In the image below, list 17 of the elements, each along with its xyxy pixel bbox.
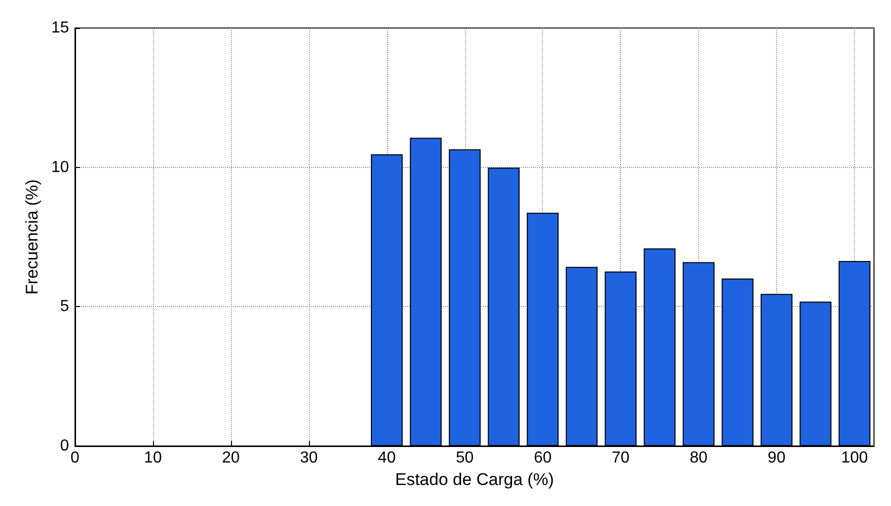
x-tick-label: 80	[690, 450, 708, 466]
x-tick-label: 40	[378, 450, 396, 466]
y-tick-label: 0	[60, 438, 70, 454]
x-tick-label: 70	[612, 450, 630, 466]
x-tick-label: 10	[144, 450, 162, 466]
y-tick-label: 5	[60, 298, 70, 316]
x-tick-label: 60	[534, 450, 552, 466]
x-tick-label: 0	[70, 450, 80, 466]
x-tick-label: 100	[841, 450, 868, 466]
y-tick-label: 10	[51, 158, 70, 176]
y-axis-title: Frecuencia (%)	[22, 179, 42, 295]
y-tick-label: 15	[51, 20, 70, 36]
x-axis-title: Estado de Carga (%)	[395, 470, 554, 489]
x-tick-label: 30	[300, 450, 318, 466]
x-tick-label: 20	[222, 450, 240, 466]
x-tick-label: 50	[456, 450, 474, 466]
x-tick-label: 90	[768, 450, 786, 466]
